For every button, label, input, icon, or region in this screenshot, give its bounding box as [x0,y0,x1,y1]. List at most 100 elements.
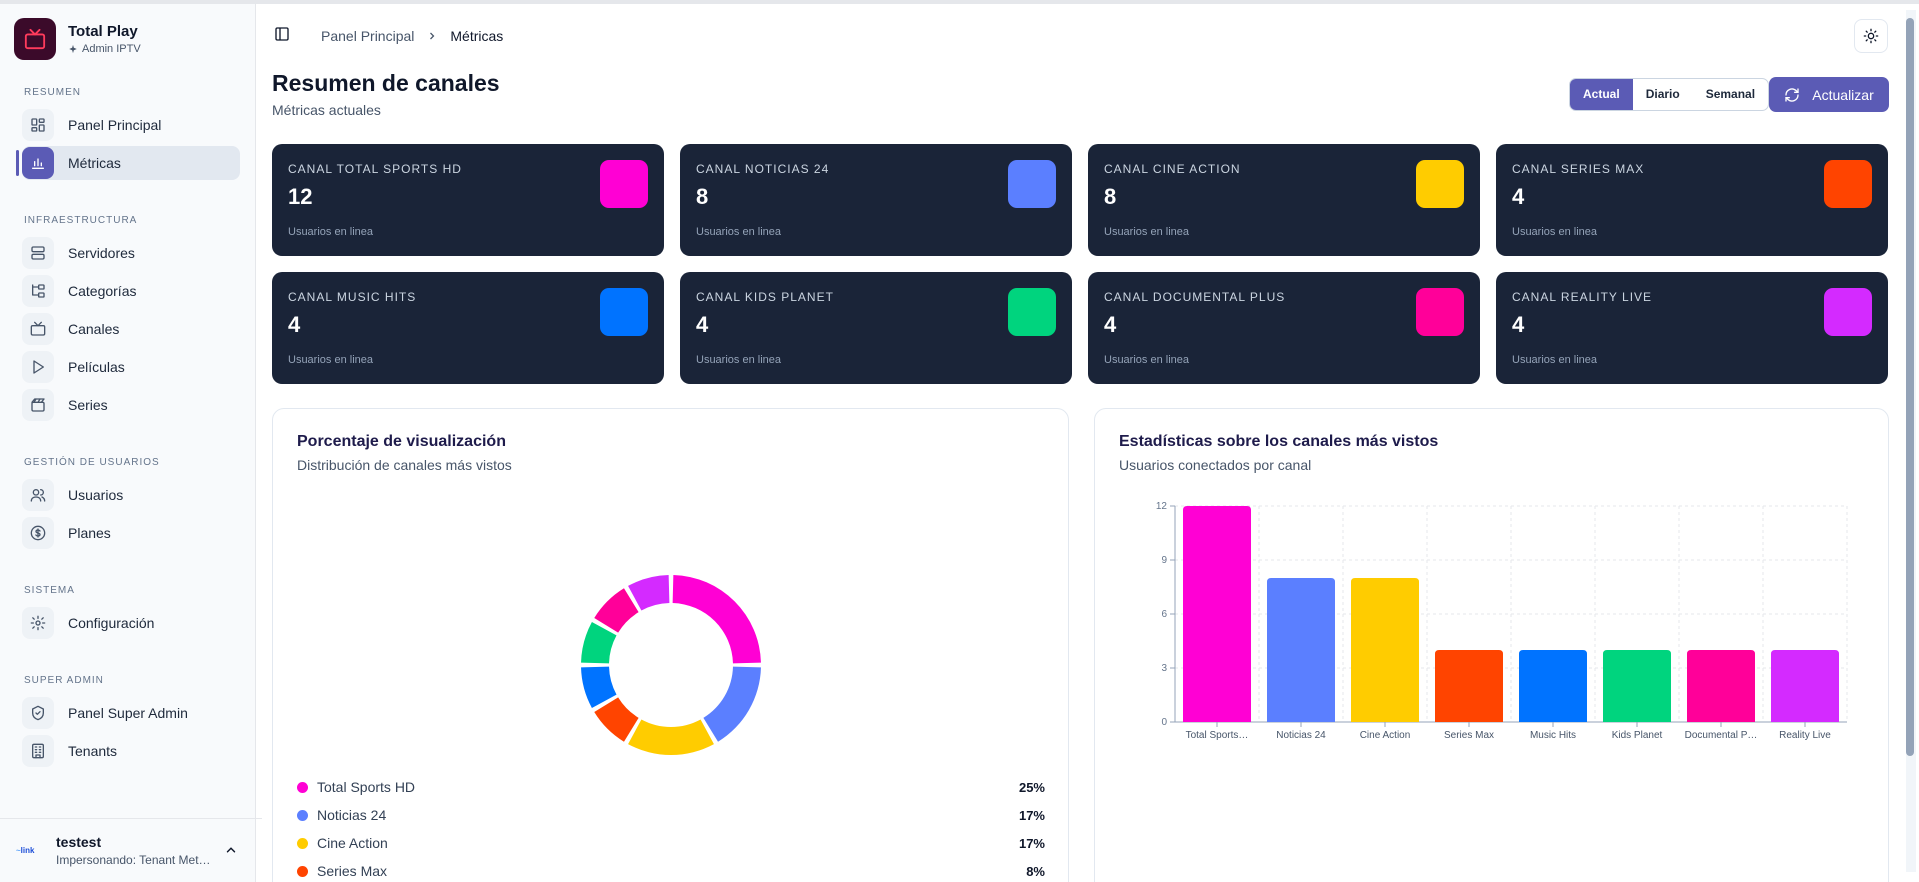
sidebar-item-métricas[interactable]: Métricas [16,146,240,180]
donut-panel-subtitle: Distribución de canales más vistos [297,457,512,473]
donut-slice[interactable] [628,575,670,611]
user-subtitle: Impersonando: Tenant Met… [56,853,211,867]
building-icon [22,735,54,767]
card-subtitle: Usuarios en linea [1512,226,1597,238]
donut-slice[interactable] [581,666,617,708]
bar[interactable] [1771,650,1839,722]
y-tick-label: 3 [1161,663,1167,674]
card-subtitle: Usuarios en linea [696,354,781,366]
breadcrumb-root[interactable]: Panel Principal [321,28,415,44]
user-menu[interactable]: ~ link testest Impersonando: Tenant Met… [0,818,262,882]
donut-slice[interactable] [581,622,617,664]
sidebar-item-label: Películas [68,359,125,375]
card-title: CANAL MUSIC HITS [288,290,417,304]
user-name: testest [56,834,102,850]
sidebar-item-panel-principal[interactable]: Panel Principal [22,108,240,142]
legend-item: Total Sports HD 25% [297,773,1045,801]
card-value: 4 [1512,184,1525,209]
sidebar-item-label: Panel Principal [68,117,162,133]
users-icon [22,479,54,511]
tv-icon [22,313,54,345]
channel-card: CANAL CINE ACTION 8 Usuarios en linea [1088,144,1480,256]
bar-panel-subtitle: Usuarios conectados por canal [1119,457,1312,473]
card-color-swatch [600,288,648,336]
legend-percentage: 8% [1026,863,1045,879]
card-title: CANAL KIDS PLANET [696,290,834,304]
donut-legend: Total Sports HD 25% Noticias 24 17% Cine Act… [297,773,1045,882]
sidebar-item-series[interactable]: Series [22,388,240,422]
clapperboard-icon [22,389,54,421]
sidebar-item-label: Canales [68,321,120,337]
card-color-swatch [1824,288,1872,336]
card-subtitle: Usuarios en linea [1104,354,1189,366]
brand-subtitle: Admin IPTV [68,43,141,55]
nav-section-label: RESUMEN [24,87,82,98]
card-color-swatch [1416,288,1464,336]
segment-semanal[interactable]: Semanal [1705,87,1756,101]
donut-panel: Porcentaje de visualización Distribución… [272,408,1069,882]
donut-slice[interactable] [628,719,714,755]
sidebar-item-canales[interactable]: Canales [22,312,240,346]
chevron-up-icon[interactable] [224,843,238,857]
sidebar-item-label: Usuarios [68,487,124,503]
bar[interactable] [1687,650,1755,722]
bar[interactable] [1351,578,1419,722]
sidebar-item-panel-super-admin[interactable]: Panel Super Admin [22,696,240,730]
nav-section-gap [0,644,256,672]
header: Panel Principal Métricas [256,4,1896,66]
segment-actual[interactable]: Actual [1570,79,1633,110]
y-tick-label: 12 [1156,501,1168,512]
donut-slice[interactable] [594,588,639,633]
sidebar-item-tenants[interactable]: Tenants [22,734,240,768]
bar[interactable] [1519,650,1587,722]
bar[interactable] [1267,578,1335,722]
bar[interactable] [1435,650,1503,722]
sidebar-item-categorías[interactable]: Categorías [22,274,240,308]
segment-diario[interactable]: Diario [1645,87,1680,101]
legend-percentage: 25% [1018,779,1045,795]
sidebar-item-label: Panel Super Admin [68,705,188,721]
bar[interactable] [1603,650,1671,722]
sidebar-item-servidores[interactable]: Servidores [22,236,240,270]
legend-dot [297,809,308,821]
channel-card: CANAL NOTICIAS 24 8 Usuarios en linea [680,144,1072,256]
shield-icon [22,697,54,729]
breadcrumb: Panel Principal Métricas [321,28,503,44]
x-tick-label: Music Hits [1530,730,1576,741]
x-tick-label: Series Max [1444,730,1494,741]
sidebar-toggle-icon[interactable] [274,26,290,42]
scrollbar-thumb[interactable] [1906,18,1914,756]
nav-section-label: GESTIÓN DE USUARIOS [24,457,160,468]
sidebar-item-planes[interactable]: Planes [22,516,240,550]
refresh-button[interactable]: Actualizar [1769,77,1889,112]
sidebar-item-configuración[interactable]: Configuración [22,606,240,640]
brand-subtitle-text: Admin IPTV [82,43,141,55]
donut-slice[interactable] [703,666,761,742]
sidebar: Total Play Admin IPTV RESUMEN Panel Princ… [0,4,262,882]
sidebar-item-label: Métricas [68,155,121,171]
page-scrollbar[interactable] [1906,10,1916,872]
legend-item: Noticias 24 17% [297,801,1045,829]
card-color-swatch [1008,160,1056,208]
sun-icon [1863,28,1879,44]
sidebar-item-label: Series [68,397,108,413]
bar-panel: Estadísticas sobre los canales más visto… [1094,408,1889,882]
channel-card: CANAL TOTAL SPORTS HD 12 Usuarios en linea [272,144,664,256]
legend-label: Series Max [317,863,388,879]
card-value: 8 [1104,184,1117,209]
folder-tree-icon [22,275,54,307]
donut-slice[interactable] [594,697,639,742]
bar[interactable] [1183,506,1251,722]
server-icon [22,237,54,269]
tv-logo-icon [14,18,56,60]
sidebar-item-usuarios[interactable]: Usuarios [22,478,240,512]
brand[interactable]: Total Play Admin IPTV [14,18,141,60]
theme-toggle-button[interactable] [1854,19,1888,53]
donut-slice[interactable] [672,575,761,664]
sidebar-item-películas[interactable]: Películas [22,350,240,384]
y-tick-label: 9 [1161,555,1167,566]
sidebar-item-label: Tenants [68,743,118,759]
card-title: CANAL NOTICIAS 24 [696,162,830,176]
brand-title: Total Play [68,23,138,40]
donut-panel-title: Porcentaje de visualización [297,433,506,450]
